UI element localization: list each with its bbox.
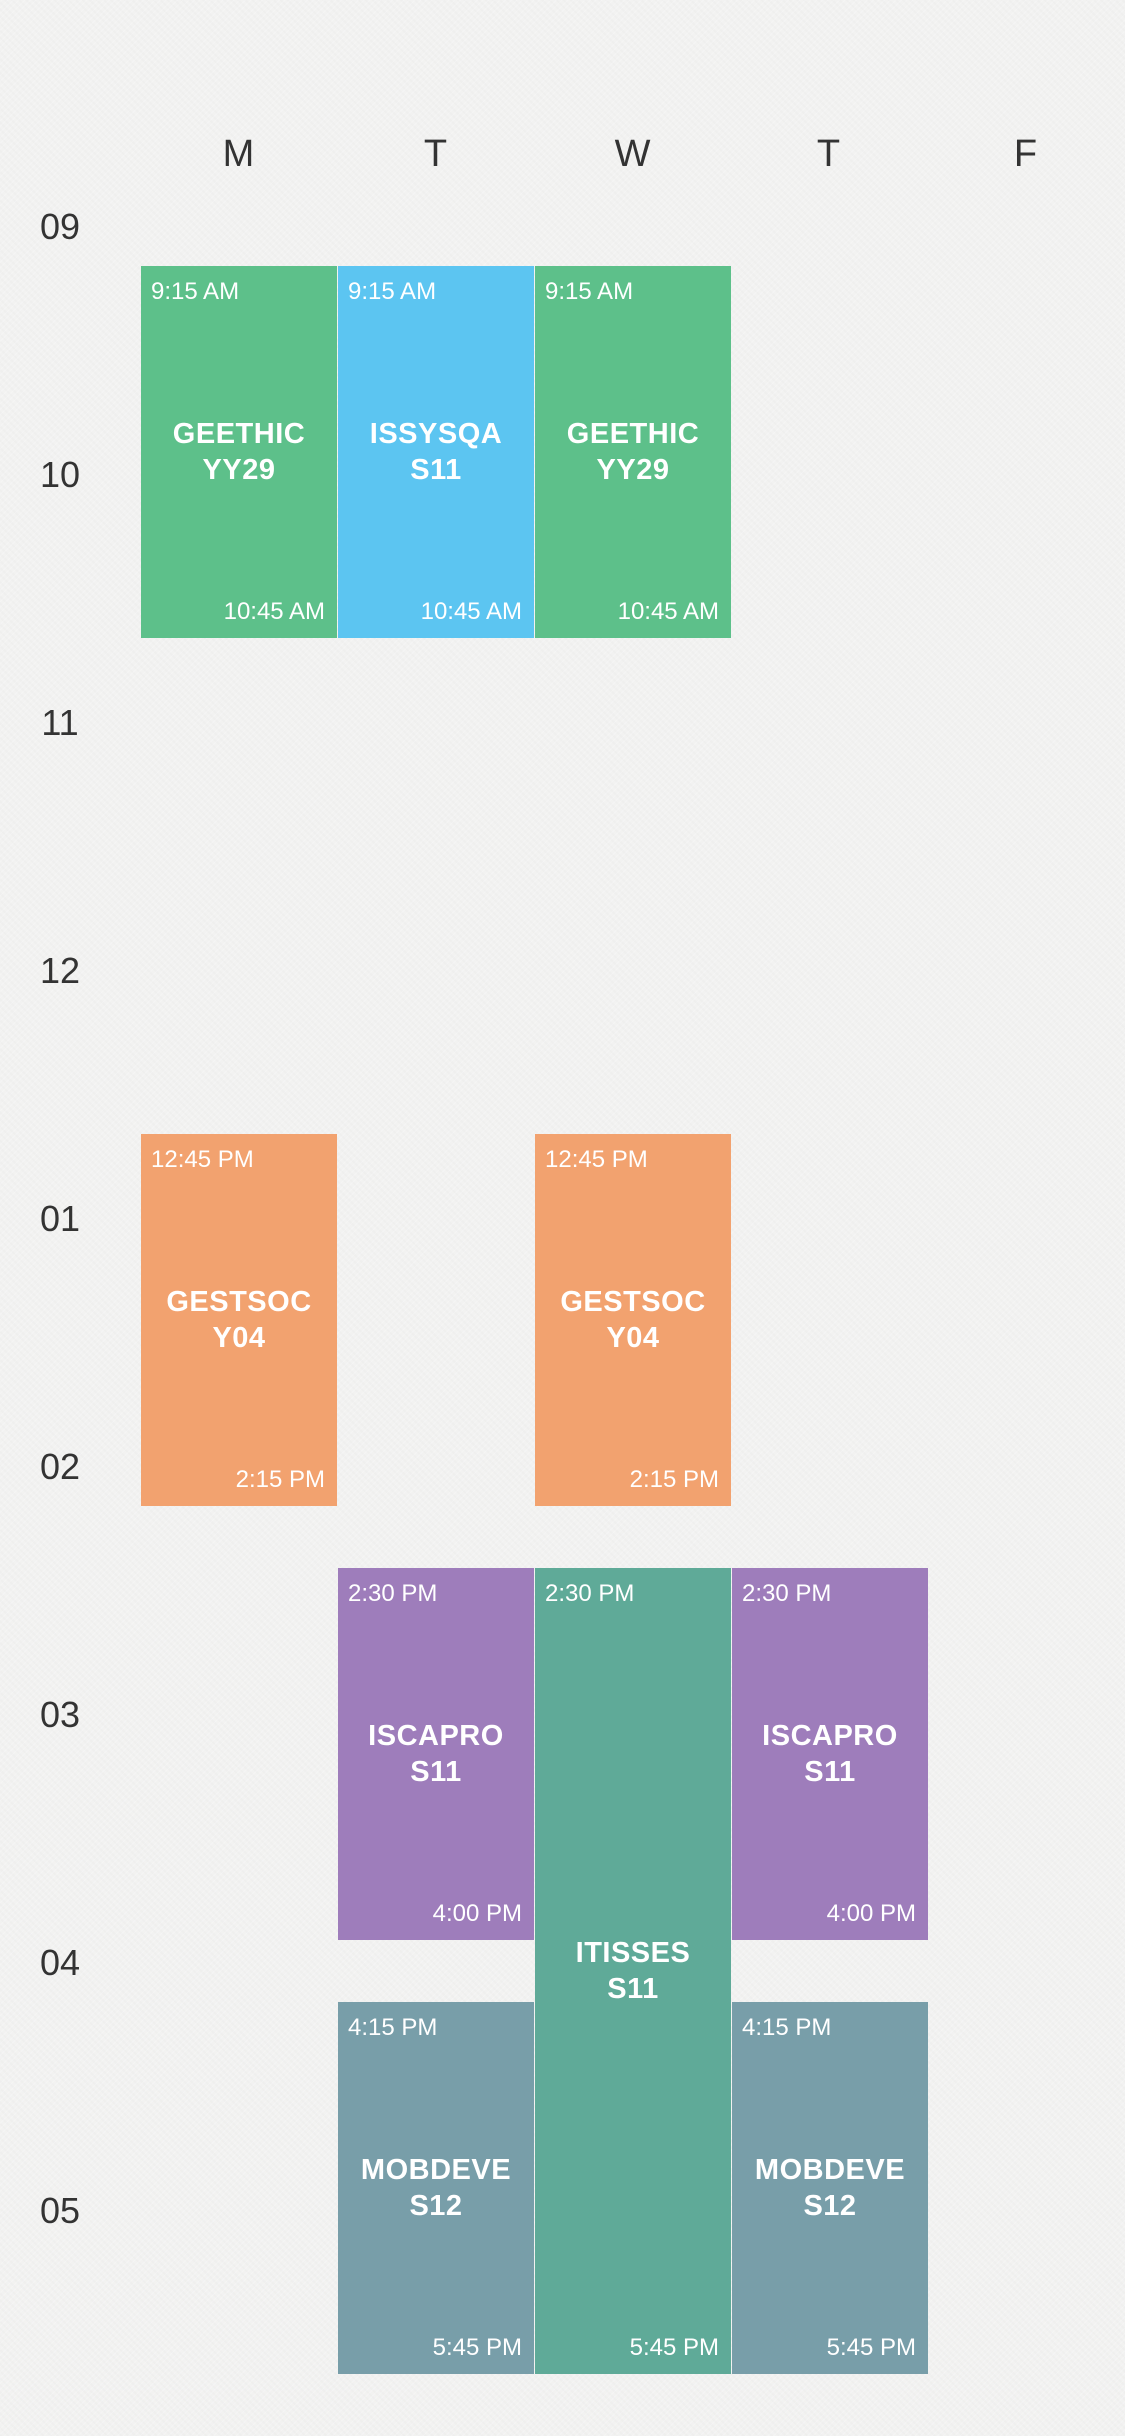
event-course-code: MOBDEVE [360, 2154, 512, 2186]
event-end-time: 10:45 AM [617, 598, 719, 625]
event-section: S11 [804, 1756, 856, 1788]
event-title: GEETHIC YY29 [535, 416, 731, 488]
event-start-time: 9:15 AM [151, 278, 240, 305]
event-block-mobdeve-tue[interactable]: 4:15 PM MOBDEVE S12 5:45 PM [338, 2002, 534, 2374]
event-end-time: 10:45 AM [420, 598, 522, 625]
event-block-gestsoc-wed[interactable]: 12:45 PM GESTSOC Y04 2:15 PM [535, 1134, 731, 1506]
event-end-time: 5:45 PM [432, 2334, 522, 2361]
hour-label-12: 12 [39, 950, 81, 991]
event-section: YY29 [202, 454, 276, 486]
event-end-time: 2:15 PM [629, 1466, 719, 1493]
event-title: ISCAPRO S11 [338, 1718, 534, 1790]
event-course-code: GEETHIC [172, 418, 306, 450]
event-section: Y04 [606, 1322, 660, 1354]
event-block-iscapro-thu[interactable]: 2:30 PM ISCAPRO S11 4:00 PM [732, 1568, 928, 1940]
day-header-thursday: T [816, 133, 841, 175]
hour-label-09: 09 [39, 206, 81, 247]
day-header-friday: F [1013, 133, 1038, 175]
hour-label-11: 11 [41, 702, 79, 743]
event-start-time: 2:30 PM [348, 1580, 438, 1607]
event-course-code: GEETHIC [566, 418, 700, 450]
event-title: GEETHIC YY29 [141, 416, 337, 488]
hour-label-02: 02 [39, 1446, 81, 1487]
event-block-gestsoc-mon[interactable]: 12:45 PM GESTSOC Y04 2:15 PM [141, 1134, 337, 1506]
event-section: S11 [607, 1973, 659, 2005]
event-start-time: 4:15 PM [742, 2014, 832, 2041]
event-course-code: ISCAPRO [368, 1720, 504, 1752]
hour-label-05: 05 [39, 2190, 81, 2231]
hour-label-10: 10 [39, 454, 81, 495]
event-start-time: 4:15 PM [348, 2014, 438, 2041]
event-course-code: GESTSOC [560, 1286, 706, 1318]
event-section: YY29 [596, 454, 670, 486]
hour-label-01: 01 [39, 1198, 81, 1239]
event-end-time: 2:15 PM [235, 1466, 325, 1493]
event-course-code: MOBDEVE [754, 2154, 906, 2186]
event-section: S12 [409, 2190, 463, 2222]
event-section: Y04 [212, 1322, 266, 1354]
event-block-issysqa-tue[interactable]: 9:15 AM ISSYSQA S11 10:45 AM [338, 266, 534, 638]
event-start-time: 2:30 PM [742, 1580, 832, 1607]
event-title: ISSYSQA S11 [338, 416, 534, 488]
event-course-code: ISSYSQA [369, 418, 503, 450]
event-title: ISCAPRO S11 [732, 1718, 928, 1790]
hour-label-03: 03 [39, 1694, 81, 1735]
event-block-itisses-wed[interactable]: 2:30 PM ITISSES S11 5:45 PM [535, 1568, 731, 2374]
event-section: S12 [803, 2190, 857, 2222]
event-title: GESTSOC Y04 [141, 1284, 337, 1356]
event-section: S11 [410, 1756, 462, 1788]
day-header-wednesday: W [614, 133, 651, 175]
event-course-code: ISCAPRO [762, 1720, 898, 1752]
event-start-time: 12:45 PM [545, 1146, 648, 1173]
event-title: MOBDEVE S12 [732, 2152, 928, 2224]
event-end-time: 5:45 PM [629, 2334, 719, 2361]
event-start-time: 9:15 AM [348, 278, 437, 305]
event-end-time: 4:00 PM [826, 1900, 916, 1927]
event-section: S11 [410, 454, 462, 486]
event-block-geethic-wed[interactable]: 9:15 AM GEETHIC YY29 10:45 AM [535, 266, 731, 638]
event-title: MOBDEVE S12 [338, 2152, 534, 2224]
event-block-geethic-mon[interactable]: 9:15 AM GEETHIC YY29 10:45 AM [141, 266, 337, 638]
event-end-time: 5:45 PM [826, 2334, 916, 2361]
hour-label-04: 04 [39, 1942, 81, 1983]
day-header-tuesday: T [423, 133, 448, 175]
event-block-iscapro-tue[interactable]: 2:30 PM ISCAPRO S11 4:00 PM [338, 1568, 534, 1940]
event-title: ITISSES S11 [535, 1935, 731, 2007]
event-title: GESTSOC Y04 [535, 1284, 731, 1356]
event-end-time: 4:00 PM [432, 1900, 522, 1927]
event-start-time: 9:15 AM [545, 278, 634, 305]
event-start-time: 12:45 PM [151, 1146, 254, 1173]
event-end-time: 10:45 AM [223, 598, 325, 625]
day-header-monday: M [222, 133, 255, 175]
event-course-code: GESTSOC [166, 1286, 312, 1318]
event-block-mobdeve-thu[interactable]: 4:15 PM MOBDEVE S12 5:45 PM [732, 2002, 928, 2374]
event-course-code: ITISSES [575, 1937, 691, 1969]
event-start-time: 2:30 PM [545, 1580, 635, 1607]
